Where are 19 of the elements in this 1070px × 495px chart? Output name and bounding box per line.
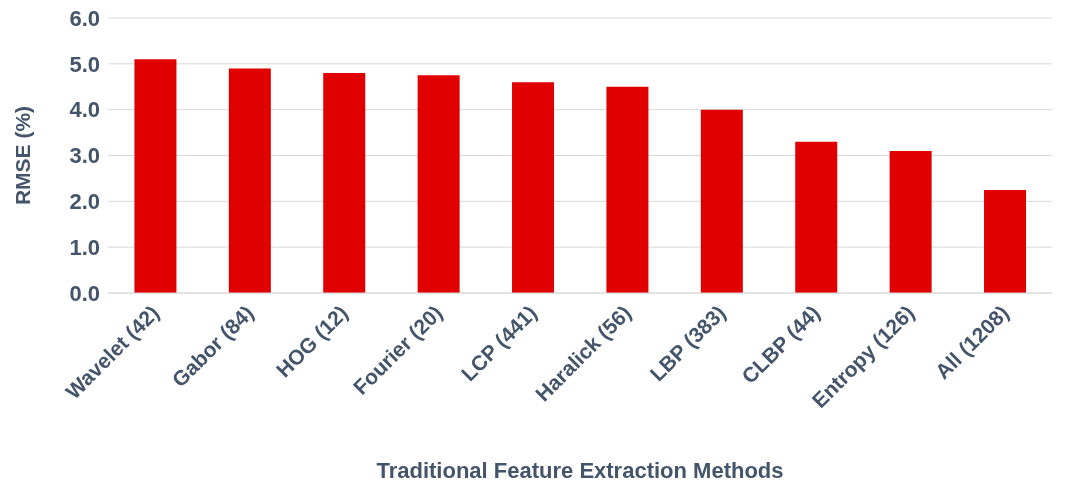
bar <box>512 82 555 293</box>
bar <box>700 109 743 293</box>
y-tick-label: 3.0 <box>69 143 100 169</box>
y-tick-label: 6.0 <box>69 5 100 31</box>
y-tick-label: 0.0 <box>69 280 100 306</box>
bar <box>606 86 649 293</box>
bar <box>984 189 1027 293</box>
y-tick-label: 4.0 <box>69 97 100 123</box>
y-tick-label: 2.0 <box>69 189 100 215</box>
bar <box>323 73 366 293</box>
bar <box>228 68 271 293</box>
y-axis-title: RMSE (%) <box>11 105 35 206</box>
x-axis-title: Traditional Feature Extraction Methods <box>376 458 784 483</box>
bar <box>134 59 177 293</box>
y-tick-label: 1.0 <box>69 234 100 260</box>
bar <box>889 150 932 293</box>
bar <box>795 141 838 293</box>
bar <box>417 75 460 293</box>
y-tick-label: 5.0 <box>69 51 100 77</box>
